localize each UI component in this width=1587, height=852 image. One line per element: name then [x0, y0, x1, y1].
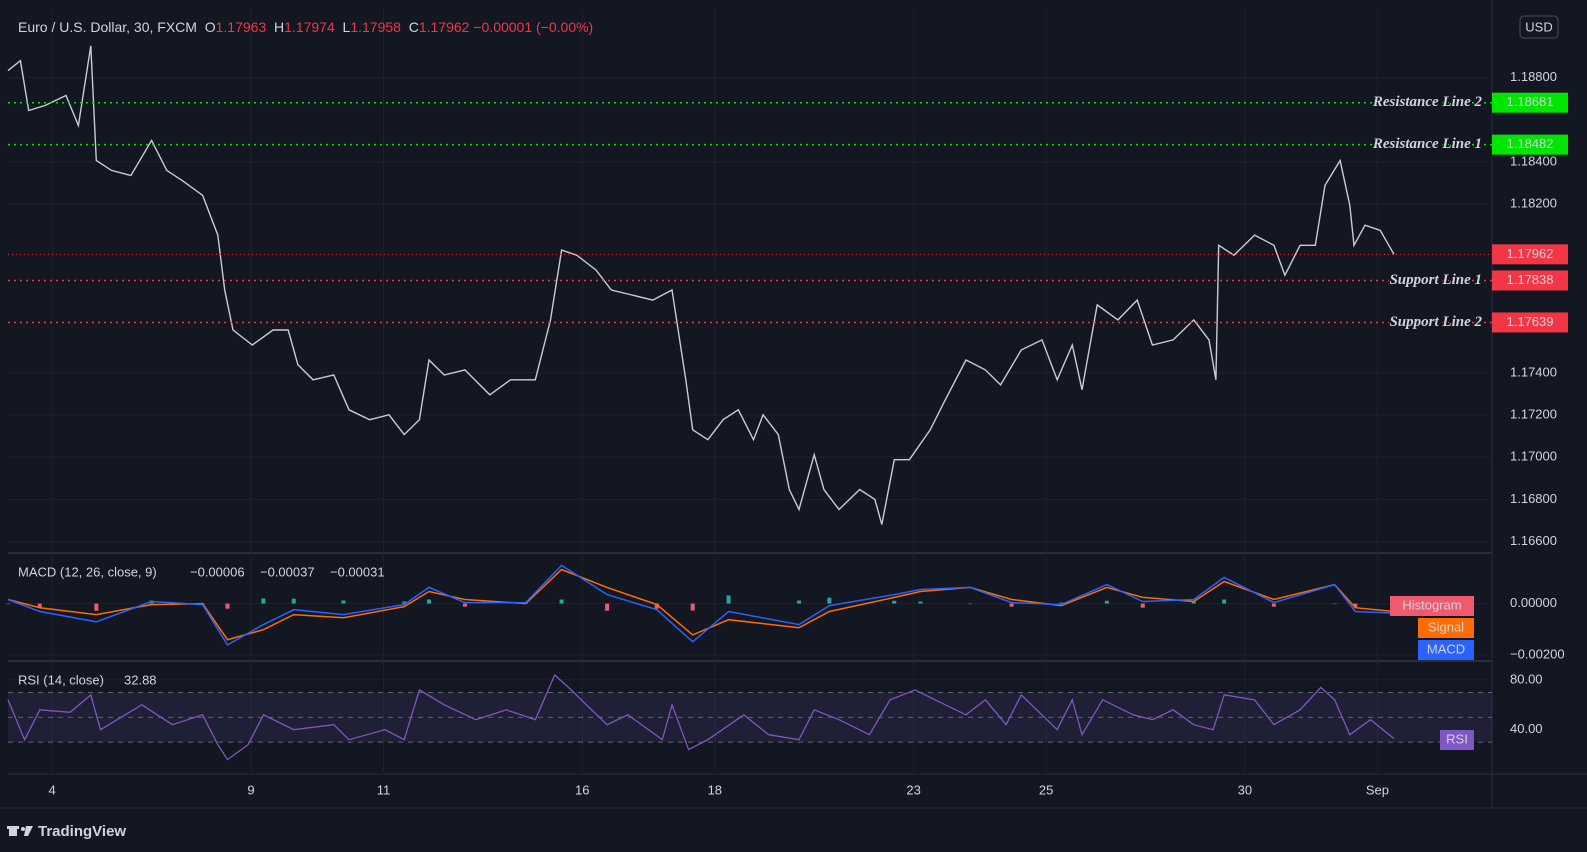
- level-label: Support Line 1: [1389, 272, 1482, 288]
- indicator-value: −0.00031: [330, 564, 385, 579]
- legend-tag-bg: [1440, 730, 1474, 750]
- histogram-bar: [225, 603, 230, 609]
- histogram-bar: [6, 603, 10, 605]
- indicator-title: MACD (12, 26, close, 9): [18, 564, 157, 579]
- ohlc-value: 1.17958: [350, 19, 401, 35]
- legend-header: Euro / U.S. Dollar, 30, FXCM O1.17963 H1…: [18, 19, 593, 35]
- legend-tag-bg: [1390, 596, 1474, 616]
- histogram-bar: [261, 598, 266, 604]
- ohlc-value: 1.17963: [215, 19, 267, 35]
- ohlc-value: 1.17962: [418, 19, 470, 35]
- brand: TradingView: [38, 823, 126, 840]
- x-tick-label: Sep: [1366, 782, 1389, 797]
- histogram-bar: [827, 597, 832, 604]
- histogram-bar: [462, 603, 467, 607]
- x-tick-label: 9: [247, 782, 254, 797]
- histogram-bar: [37, 603, 42, 608]
- y-tick-label: 1.18400: [1510, 153, 1557, 168]
- level-label: Resistance Line 1: [1372, 136, 1482, 152]
- y-tick-label: 1.18200: [1510, 196, 1557, 211]
- level-label: Resistance Line 2: [1372, 94, 1483, 110]
- histogram-bar: [797, 600, 802, 604]
- ohlc-label: C: [408, 19, 419, 35]
- price-line: [7, 45, 1395, 525]
- histogram-bar: [1332, 603, 1337, 605]
- histogram-bar: [1222, 599, 1227, 604]
- last-price-tag-bg: [1492, 244, 1568, 265]
- level-tag: 1.18681: [1507, 94, 1554, 109]
- brand-logo: [7, 826, 33, 836]
- x-tick-label: 23: [906, 782, 920, 797]
- histogram-bar: [559, 599, 564, 604]
- histogram-bar: [1271, 603, 1276, 607]
- last-price-tag: 1.17962: [1507, 246, 1554, 261]
- x-tick-label: 30: [1238, 782, 1252, 797]
- currency: USD: [1525, 19, 1552, 34]
- indicator-value: 32.88: [124, 672, 157, 687]
- histogram-bar: [968, 603, 973, 605]
- legend-tag-bg: [1418, 640, 1474, 660]
- legend-tag: MACD: [1427, 641, 1465, 656]
- indicator-value: −0.00037: [260, 564, 315, 579]
- histogram-bar: [1059, 602, 1064, 604]
- indicator-value: −0.00006: [190, 564, 245, 579]
- histogram-bar: [654, 603, 659, 609]
- ohlc-label: L: [342, 19, 351, 35]
- level-tag: 1.17838: [1507, 272, 1554, 287]
- x-tick-label: 25: [1039, 782, 1053, 797]
- level-tag-bg: [1492, 270, 1568, 291]
- level-tag: 1.18482: [1507, 136, 1554, 151]
- histogram-bar: [1353, 603, 1358, 608]
- histogram-bar: [726, 595, 731, 604]
- currency-box[interactable]: [1519, 15, 1559, 39]
- x-tick-label: 18: [708, 782, 722, 797]
- histogram-bar: [94, 603, 99, 611]
- x-tick-label: 11: [377, 782, 391, 797]
- y-tick-label: 80.00: [1510, 671, 1543, 686]
- legend-tag: Signal: [1428, 619, 1464, 634]
- legend-tag: Histogram: [1402, 597, 1461, 612]
- level-tag-bg: [1492, 134, 1568, 155]
- symbol: Euro / U.S. Dollar, 30, FXCM: [18, 19, 197, 35]
- y-tick-label: 1.17000: [1510, 449, 1557, 464]
- histogram-bar: [341, 600, 346, 604]
- histogram-bar: [1191, 601, 1196, 604]
- histogram-bar: [918, 601, 923, 604]
- y-tick-label: 1.18800: [1510, 69, 1557, 84]
- histogram-bar: [892, 600, 897, 604]
- macd-line: [7, 564, 1395, 646]
- indicator-title: RSI (14, close): [18, 672, 104, 687]
- y-tick-label: 1.16600: [1510, 533, 1557, 548]
- level-tag-bg: [1492, 312, 1568, 333]
- histogram-bar: [1140, 603, 1145, 608]
- change: −0.00001 (−0.00%): [473, 19, 594, 35]
- ohlc-label: O: [204, 19, 216, 35]
- histogram-bar: [1104, 600, 1109, 604]
- y-tick-label: 40.00: [1510, 721, 1543, 736]
- y-tick-label: 1.16800: [1510, 491, 1557, 506]
- y-tick-label: −0.00200: [1510, 646, 1565, 661]
- histogram-bar: [690, 603, 695, 611]
- histogram-bar: [291, 598, 296, 604]
- histogram-bar: [605, 603, 610, 611]
- level-label: Support Line 2: [1389, 314, 1482, 330]
- x-tick-label: 16: [575, 782, 589, 797]
- level-tag: 1.17639: [1507, 314, 1554, 329]
- histogram-bar: [402, 601, 407, 604]
- histogram-bar: [1009, 603, 1014, 607]
- rsi-line: [7, 673, 1395, 761]
- histogram-bar: [427, 599, 432, 604]
- x-tick-label: 4: [49, 782, 56, 797]
- y-tick-label: 1.17200: [1510, 406, 1557, 421]
- legend-tag: RSI: [1446, 731, 1468, 746]
- level-tag-bg: [1492, 92, 1568, 113]
- ohlc-value: 1.17974: [284, 19, 335, 35]
- y-tick-label: 0.00000: [1510, 595, 1557, 610]
- legend-tag-bg: [1418, 618, 1474, 638]
- ohlc-label: H: [274, 19, 285, 35]
- y-tick-label: 1.17400: [1510, 364, 1557, 379]
